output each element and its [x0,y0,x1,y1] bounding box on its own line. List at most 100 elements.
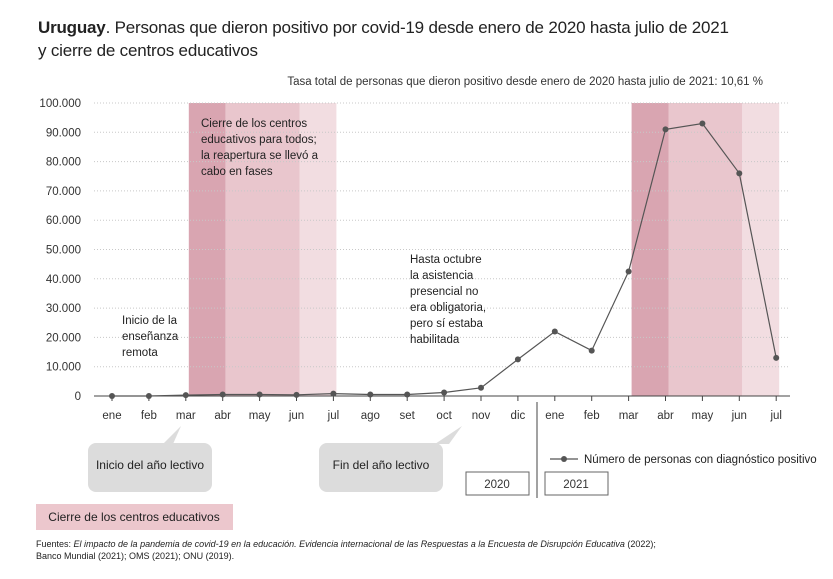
sources-title: El impacto de la pandemia de covid-19 en… [73,539,625,549]
annotation-october: Hasta octubre la asistencia presencial n… [410,254,489,346]
annotation-october-line: pero sí estaba [410,318,483,330]
data-point [219,391,226,398]
legend-series-label: Número de personas con diagnóstico posit… [584,454,817,466]
callout-end-school-year: Fin del año lectivo [319,426,462,492]
data-point [109,393,115,399]
year-box-2021: 2021 [544,471,609,496]
annotation-october-line: era obligatoria, [410,302,486,314]
legend-series-marker [561,456,567,462]
x-tick-label: dic [511,410,526,422]
closure-band [299,103,337,396]
annotation-remote-line: enseñanza [122,331,179,343]
legend-closure-swatch [36,504,233,530]
y-tick-label: 70.000 [46,186,81,198]
title-country: Uruguay [38,18,106,37]
y-tick-label: 40.000 [46,274,81,286]
data-point [662,126,669,133]
data-point [514,356,521,363]
data-point [145,393,152,399]
x-tick-label: mar [619,410,639,422]
x-tick-label: jul [327,410,340,422]
data-point [699,120,706,127]
data-point [588,347,595,354]
data-point [736,170,743,177]
x-tick-label: ene [102,410,121,422]
sources-prefix: Fuentes: [36,539,74,549]
x-axis: ene feb mar abr may jun jul ago set oct nov dic ene f… [102,396,782,422]
callout-start-label: Inicio del año lectivo [96,458,204,472]
x-tick-label: oct [436,410,452,422]
annotation-closure: Cierre de los centros educativos para to… [201,118,321,178]
chart-title: Uruguay. Personas que dieron positivo po… [38,16,818,62]
legend-closure: Cierre de los centros educativos [36,504,233,530]
y-tick-label: 50.000 [46,245,81,257]
callout-end-box [319,443,443,492]
data-point [625,268,632,275]
year-box-2021-frame [544,471,609,496]
x-tick-label: abr [657,410,674,422]
callout-start-box [88,443,212,492]
y-tick-label: 100.000 [39,98,81,110]
annotation-remote-line: Inicio de la [122,315,178,327]
x-tick-label: may [692,410,714,422]
data-point [404,391,411,398]
y-axis: 100.000 90.000 80.000 70.000 60.000 50.000 40.… [39,98,81,403]
data-point [367,391,374,398]
title-text: . Personas que dieron positivo por covid… [105,18,729,37]
x-tick-label: may [249,410,271,422]
x-tick-label: set [400,410,416,422]
data-point [256,391,263,398]
x-tick-label: mar [176,410,196,422]
chart-subtitle: Tasa total de personas que dieron positi… [287,76,763,88]
y-tick-label: 0 [75,391,81,403]
callout-end-pointer [435,426,462,444]
data-point [330,390,337,397]
grid-lines [94,102,790,397]
legend-series: Número de personas con diagnóstico posit… [550,454,817,466]
legend-closure-label: Cierre de los centros educativos [48,510,219,524]
data-point [773,354,780,361]
closure-band [188,103,226,396]
data-point [551,328,558,335]
y-tick-label: 20.000 [46,332,81,344]
data-point [293,391,300,398]
year-box-2020-frame [465,471,530,496]
x-tick-label: jul [769,410,782,422]
x-tick-label: jun [288,410,304,422]
annotation-closure-line: educativos para todos; [201,134,317,146]
y-tick-label: 90.000 [46,127,81,139]
y-tick-label: 30.000 [46,303,81,315]
x-tick-label: ago [361,410,380,422]
data-point [478,384,484,391]
series-line [109,120,780,399]
data-point [182,392,189,399]
year-label: 2021 [563,479,589,491]
x-tick-label: ene [545,410,564,422]
sources-line2: Banco Mundial (2021); OMS (2021); ONU (2… [36,551,235,561]
x-tick-label: nov [472,410,491,422]
y-tick-label: 60.000 [46,215,81,227]
callout-end-label: Fin del año lectivo [333,458,430,472]
annotation-october-line: habilitada [410,334,460,346]
sources-note: Fuentes: El impacto de la pandemia de co… [36,538,816,562]
year-label: 2020 [484,479,510,491]
annotation-october-line: Hasta octubre [410,254,482,266]
annotation-remote: Inicio de la enseñanza remota [122,315,181,359]
callout-start-school-year: Inicio del año lectivo [88,426,212,492]
x-tick-label: feb [141,410,157,422]
data-point [441,389,448,396]
annotation-october-line: presencial no [410,286,478,298]
annotation-closure-line: cabo en fases [201,166,273,178]
x-tick-label: feb [584,410,600,422]
year-box-2020: 2020 [465,471,530,496]
x-tick-label: jun [731,410,747,422]
title-line2: y cierre de centros educativos [38,41,258,60]
annotation-october-line: la asistencia [410,270,474,282]
annotation-closure-line: la reapertura se llevó a [201,150,319,162]
y-tick-label: 80.000 [46,157,81,169]
sources-year: (2022); [624,539,656,549]
y-tick-label: 10.000 [46,362,81,374]
annotation-remote-line: remota [122,347,158,359]
annotation-closure-line: Cierre de los centros [201,118,307,130]
